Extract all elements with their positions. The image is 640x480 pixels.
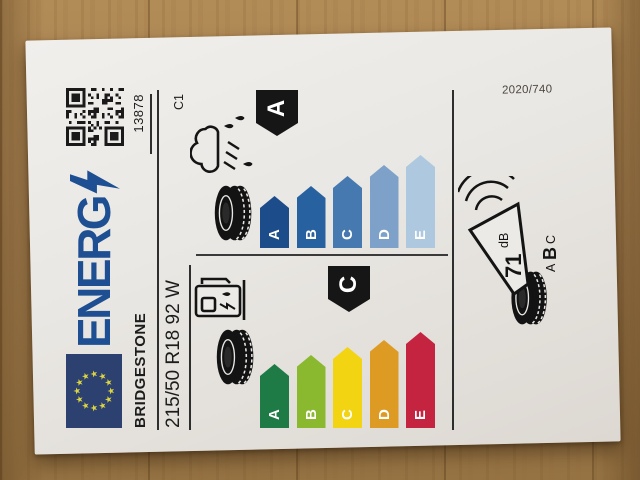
wet-grip-class-arrow: E [406, 155, 435, 248]
flag-star: ★ [104, 395, 114, 403]
fuel-efficiency-rating-badge: C [328, 266, 370, 312]
flag-star: ★ [72, 387, 82, 395]
type-identifier: 13878 [131, 94, 146, 133]
tyre-label-area: ★ ★ ★ ★ ★ ★ ★ ★ ★ ★ ★ ★ ENERG BRIDGESTONE 13878 215… [60, 78, 560, 442]
eu-flag: ★★★★★★★★★★★★ [66, 354, 122, 428]
size-divider [189, 265, 191, 430]
fuel-class-arrow: D [370, 340, 399, 428]
wet-grip-class-arrow: D [370, 165, 399, 248]
noise-class-b: B [540, 247, 560, 260]
header-divider [157, 90, 159, 430]
flag-star: ★ [81, 402, 91, 410]
noise-value: 71 [501, 254, 526, 278]
noise-speaker-tyre-icon: 71 dB A B C [458, 176, 560, 325]
supplier-name: BRIDGESTONE [132, 312, 149, 428]
fuel-class-arrow: E [406, 332, 435, 428]
regulation-number: 2020/740 [501, 83, 553, 97]
flag-star: ★ [81, 372, 91, 380]
wet-grip-scale: A B C D E [260, 155, 443, 248]
wet-grip-rating-badge: A [256, 90, 298, 136]
flag-star: ★ [89, 370, 99, 378]
flag-star: ★ [104, 378, 114, 386]
fuel-class-arrow: A [260, 364, 289, 428]
energ-logo: ENERG [68, 168, 120, 348]
wet-grip-class-arrow: A [260, 196, 289, 248]
rain-cloud-tyre-icon [190, 116, 253, 241]
wet-grip-class-arrow: C [333, 176, 362, 248]
wet-grip-class-arrow: B [297, 186, 326, 248]
fuel-class-arrow: B [297, 355, 326, 428]
energ-logo-text: ENERG [68, 196, 120, 348]
flag-star: ★ [98, 402, 108, 410]
tyre-size-designation: 215/50 R18 92 W [163, 280, 184, 428]
noise-unit: dB [497, 233, 511, 248]
lightning-bolt-icon [70, 170, 120, 194]
tyre-icon [216, 329, 254, 385]
fuel-class-arrow: C [333, 347, 362, 428]
fuel-efficiency-scale: A B C D E [260, 332, 443, 428]
section-divider [196, 254, 448, 256]
tyre-energy-label: ★ ★ ★ ★ ★ ★ ★ ★ ★ ★ ★ ★ ENERG BRIDGESTONE 13878 215… [60, 78, 560, 442]
tyre-icon [214, 185, 252, 241]
eu-flag-field [66, 354, 122, 428]
noise-class-a: A [544, 263, 558, 272]
tyre-class: C1 [172, 94, 186, 110]
type-identifier-divider [150, 94, 152, 154]
flag-star: ★ [98, 372, 108, 380]
flag-star: ★ [74, 395, 84, 403]
flag-star: ★ [74, 378, 84, 386]
flag-star: ★ [106, 387, 116, 395]
flag-star: ★ [89, 404, 99, 412]
noise-section-divider [452, 90, 454, 430]
noise-class-c: C [544, 235, 558, 244]
sound-waves-icon [458, 176, 515, 211]
fuel-pump-tyre-icon [194, 277, 254, 385]
qr-code [66, 88, 124, 146]
